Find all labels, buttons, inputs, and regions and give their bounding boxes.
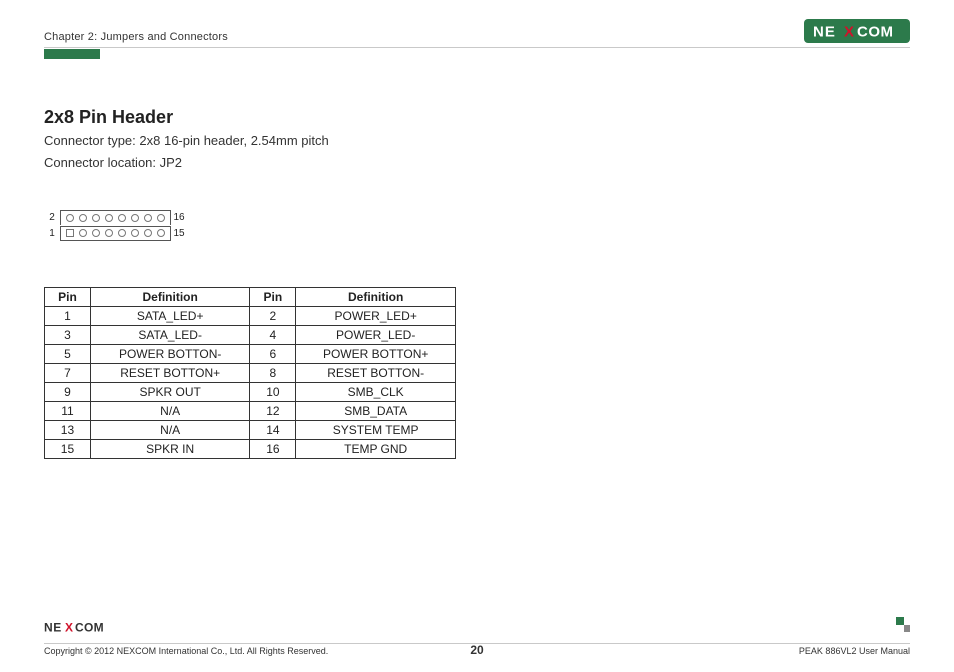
pin-label-bottom-left: 1 bbox=[44, 228, 60, 239]
svg-text:COM: COM bbox=[857, 24, 894, 41]
cell-pin: 14 bbox=[250, 421, 296, 440]
pin-hole bbox=[157, 214, 165, 222]
pin-hole bbox=[131, 229, 139, 237]
pin-hole bbox=[92, 229, 100, 237]
pin-header-diagram: 2 16 1 15 bbox=[44, 209, 187, 241]
cell-definition: SMB_DATA bbox=[296, 402, 456, 421]
section-subtitle-1: Connector type: 2x8 16-pin header, 2.54m… bbox=[44, 132, 910, 150]
pin-hole bbox=[79, 214, 87, 222]
pin-hole bbox=[131, 214, 139, 222]
table-row: 5POWER BOTTON-6POWER BOTTON+ bbox=[45, 345, 456, 364]
cell-definition: SATA_LED- bbox=[90, 326, 250, 345]
cell-definition: SMB_CLK bbox=[296, 383, 456, 402]
cell-pin: 15 bbox=[45, 440, 91, 459]
table-header-row: Pin Definition Pin Definition bbox=[45, 288, 456, 307]
cell-pin: 6 bbox=[250, 345, 296, 364]
cell-definition: POWER_LED- bbox=[296, 326, 456, 345]
pin-hole bbox=[79, 229, 87, 237]
footer-corner-mark-icon bbox=[894, 617, 910, 633]
pin-hole bbox=[92, 214, 100, 222]
cell-pin: 1 bbox=[45, 307, 91, 326]
pin-row-top bbox=[60, 210, 171, 225]
cell-definition: SPKR OUT bbox=[90, 383, 250, 402]
cell-definition: POWER BOTTON- bbox=[90, 345, 250, 364]
pin-row-bottom bbox=[60, 226, 171, 241]
cell-pin: 2 bbox=[250, 307, 296, 326]
cell-definition: POWER BOTTON+ bbox=[296, 345, 456, 364]
chapter-title: Chapter 2: Jumpers and Connectors bbox=[44, 31, 228, 43]
section-title: 2x8 Pin Header bbox=[44, 107, 910, 128]
cell-definition: N/A bbox=[90, 421, 250, 440]
cell-pin: 7 bbox=[45, 364, 91, 383]
svg-text:X: X bbox=[65, 621, 73, 635]
pin-hole bbox=[118, 214, 126, 222]
cell-definition: RESET BOTTON+ bbox=[90, 364, 250, 383]
pin-hole bbox=[66, 214, 74, 222]
svg-text:X: X bbox=[844, 24, 854, 41]
svg-text:COM: COM bbox=[75, 621, 104, 635]
svg-text:NE: NE bbox=[813, 24, 836, 41]
pin-hole bbox=[144, 229, 152, 237]
cell-pin: 13 bbox=[45, 421, 91, 440]
table-row: 3SATA_LED-4POWER_LED- bbox=[45, 326, 456, 345]
pin-label-bottom-right: 15 bbox=[171, 228, 187, 239]
cell-definition: POWER_LED+ bbox=[296, 307, 456, 326]
accent-bar bbox=[44, 49, 100, 59]
th-def-b: Definition bbox=[296, 288, 456, 307]
cell-pin: 16 bbox=[250, 440, 296, 459]
table-row: 13N/A14SYSTEM TEMP bbox=[45, 421, 456, 440]
cell-pin: 3 bbox=[45, 326, 91, 345]
cell-definition: SATA_LED+ bbox=[90, 307, 250, 326]
section-subtitle-2: Connector location: JP2 bbox=[44, 154, 910, 172]
cell-definition: RESET BOTTON- bbox=[296, 364, 456, 383]
pin-label-top-right: 16 bbox=[171, 212, 187, 223]
table-row: 7RESET BOTTON+8RESET BOTTON- bbox=[45, 364, 456, 383]
pin-definition-table: Pin Definition Pin Definition 1SATA_LED+… bbox=[44, 287, 456, 459]
pin-hole bbox=[144, 214, 152, 222]
cell-pin: 10 bbox=[250, 383, 296, 402]
cell-pin: 12 bbox=[250, 402, 296, 421]
pin-hole bbox=[105, 214, 113, 222]
table-row: 9SPKR OUT10SMB_CLK bbox=[45, 383, 456, 402]
cell-pin: 11 bbox=[45, 402, 91, 421]
table-row: 11N/A12SMB_DATA bbox=[45, 402, 456, 421]
cell-pin: 9 bbox=[45, 383, 91, 402]
cell-pin: 5 bbox=[45, 345, 91, 364]
cell-definition: N/A bbox=[90, 402, 250, 421]
page-number: 20 bbox=[470, 643, 483, 657]
cell-definition: SYSTEM TEMP bbox=[296, 421, 456, 440]
pin-hole bbox=[157, 229, 165, 237]
table-row: 15SPKR IN16TEMP GND bbox=[45, 440, 456, 459]
pin-hole bbox=[105, 229, 113, 237]
cell-definition: TEMP GND bbox=[296, 440, 456, 459]
nexcom-logo-footer-icon: NE X COM bbox=[44, 619, 116, 635]
footer-manual-name: PEAK 886VL2 User Manual bbox=[799, 646, 910, 656]
cell-definition: SPKR IN bbox=[90, 440, 250, 459]
pin-hole bbox=[118, 229, 126, 237]
th-pin-b: Pin bbox=[250, 288, 296, 307]
th-pin-a: Pin bbox=[45, 288, 91, 307]
cell-pin: 8 bbox=[250, 364, 296, 383]
th-def-a: Definition bbox=[90, 288, 250, 307]
svg-text:NE: NE bbox=[44, 621, 62, 635]
cell-pin: 4 bbox=[250, 326, 296, 345]
footer-copyright: Copyright © 2012 NEXCOM International Co… bbox=[44, 646, 328, 656]
pin-label-top-left: 2 bbox=[44, 212, 60, 223]
nexcom-logo-icon: NE X COM bbox=[804, 19, 910, 43]
table-row: 1SATA_LED+2POWER_LED+ bbox=[45, 307, 456, 326]
pin-1-hole bbox=[66, 229, 74, 237]
